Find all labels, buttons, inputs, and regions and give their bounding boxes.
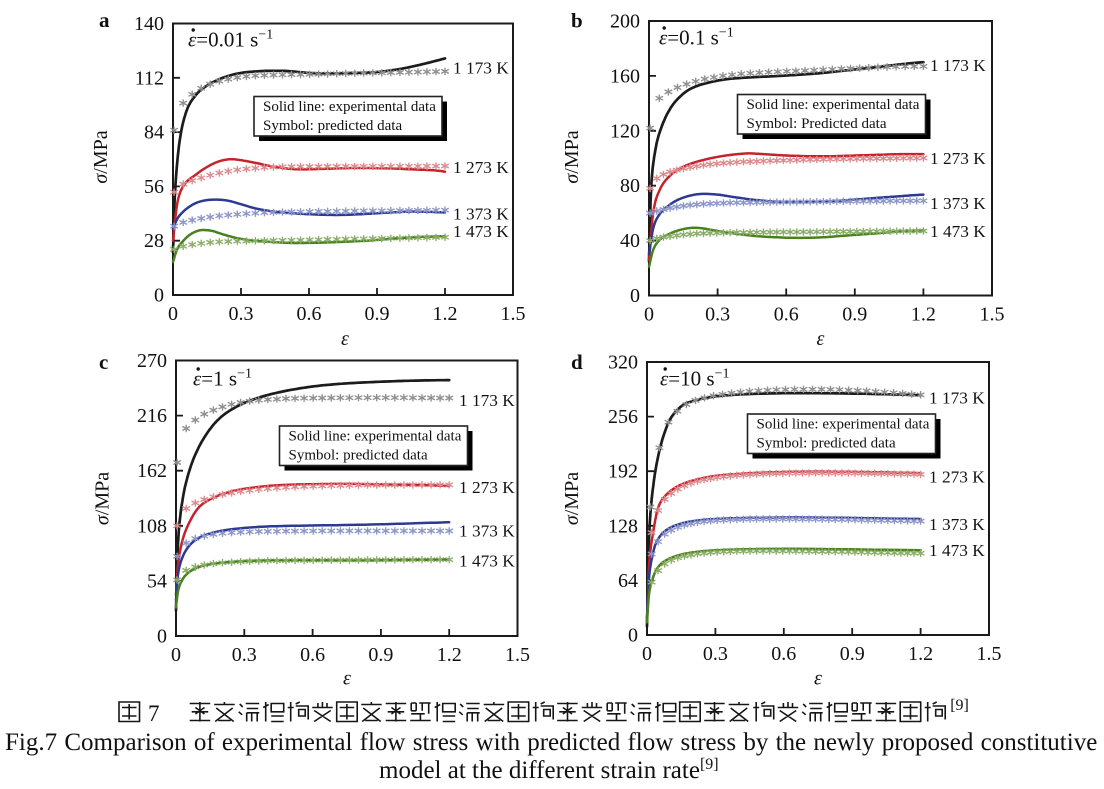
svg-text:84: 84: [144, 122, 164, 144]
svg-text:0: 0: [157, 626, 167, 648]
svg-text:0: 0: [642, 643, 652, 665]
svg-text:0.6: 0.6: [297, 303, 322, 325]
svg-text:1 173 K: 1 173 K: [453, 59, 509, 78]
svg-text:0.6: 0.6: [771, 643, 796, 665]
svg-text:0: 0: [154, 285, 164, 307]
svg-text:1 373 K: 1 373 K: [930, 194, 986, 213]
svg-text:ε=10 s−1: ε=10 s−1: [660, 367, 729, 391]
svg-text:0.9: 0.9: [842, 304, 867, 326]
svg-text:1.2: 1.2: [433, 303, 458, 325]
svg-text:160: 160: [610, 65, 640, 87]
svg-text:0: 0: [171, 644, 181, 666]
svg-text:64: 64: [618, 570, 638, 592]
svg-text:7: 7: [148, 701, 160, 726]
svg-text:0.6: 0.6: [774, 304, 799, 326]
svg-text:1 273 K: 1 273 K: [929, 468, 985, 487]
svg-text:ε=0.1 s−1: ε=0.1 s−1: [659, 26, 734, 50]
svg-text:1 373 K: 1 373 K: [459, 521, 515, 540]
svg-text:ε: ε: [341, 328, 349, 350]
svg-text:0.9: 0.9: [840, 643, 865, 665]
svg-text:1 473 K: 1 473 K: [453, 222, 509, 241]
svg-text:ε=1 s−1: ε=1 s−1: [193, 367, 252, 391]
svg-text:1.2: 1.2: [908, 643, 933, 665]
svg-text:162: 162: [137, 460, 167, 482]
svg-text:1 373 K: 1 373 K: [929, 515, 985, 534]
svg-text:28: 28: [144, 230, 164, 252]
svg-text:b: b: [571, 9, 583, 33]
svg-text:1 173 K: 1 173 K: [930, 56, 986, 75]
svg-text:1 473 K: 1 473 K: [459, 552, 515, 571]
svg-text:0: 0: [168, 303, 178, 325]
svg-text:0: 0: [644, 304, 654, 326]
svg-text:ε: ε: [814, 668, 822, 690]
svg-text:0.6: 0.6: [300, 644, 325, 666]
svg-text:0.9: 0.9: [368, 644, 393, 666]
svg-text:0: 0: [630, 285, 640, 307]
svg-text:140: 140: [134, 13, 164, 35]
svg-text:1 473 K: 1 473 K: [929, 541, 985, 560]
svg-text:σ/MPa: σ/MPa: [561, 472, 583, 525]
svg-text:0.3: 0.3: [229, 303, 254, 325]
svg-text:ε: ε: [817, 328, 825, 350]
svg-text:1.2: 1.2: [437, 644, 462, 666]
svg-text:270: 270: [137, 350, 167, 372]
svg-text:108: 108: [137, 515, 167, 537]
svg-text:d: d: [571, 350, 583, 374]
svg-text:80: 80: [620, 175, 640, 197]
svg-text:1 173 K: 1 173 K: [929, 389, 985, 408]
svg-text:ε: ε: [343, 668, 351, 690]
svg-text:1.5: 1.5: [977, 643, 1002, 665]
svg-text:1.5: 1.5: [501, 303, 526, 325]
svg-text:Solid line: experimental data: Solid line: experimental data: [747, 97, 920, 113]
svg-text:54: 54: [147, 570, 167, 592]
svg-text:192: 192: [608, 461, 638, 483]
svg-text:Fig.7 Comparison of experiment: Fig.7 Comparison of experimental flow st…: [5, 729, 1097, 756]
svg-text:Solid line: experimental data: Solid line: experimental data: [289, 429, 462, 445]
svg-text:0.3: 0.3: [703, 643, 728, 665]
svg-text:Solid line: experimental data: Solid line: experimental data: [263, 99, 436, 115]
svg-text:σ/MPa: σ/MPa: [92, 472, 114, 525]
svg-text:120: 120: [610, 120, 640, 142]
svg-text:σ/MPa: σ/MPa: [561, 130, 583, 183]
svg-text:1 173 K: 1 173 K: [459, 391, 515, 410]
svg-text:ε=0.01 s−1: ε=0.01 s−1: [188, 28, 273, 52]
svg-text:Symbol: predicted data: Symbol: predicted data: [263, 118, 402, 134]
svg-text:0.9: 0.9: [365, 303, 390, 325]
svg-text:256: 256: [608, 406, 638, 428]
svg-text:[9]: [9]: [950, 697, 969, 714]
svg-text:128: 128: [608, 515, 638, 537]
svg-text:200: 200: [610, 11, 640, 33]
svg-text:σ/MPa: σ/MPa: [90, 130, 112, 183]
svg-text:Symbol: predicted data: Symbol: predicted data: [757, 436, 896, 452]
svg-text:c: c: [99, 350, 108, 374]
svg-text:40: 40: [620, 230, 640, 252]
svg-text:Solid line: experimental data: Solid line: experimental data: [757, 417, 930, 433]
svg-text:112: 112: [135, 67, 164, 89]
svg-text:model at the different strain: model at the different strain rate[9]: [379, 756, 719, 784]
svg-text:1 273 K: 1 273 K: [459, 478, 515, 497]
svg-text:1.2: 1.2: [911, 304, 936, 326]
svg-text:1.5: 1.5: [505, 644, 530, 666]
svg-text:216: 216: [137, 405, 167, 427]
svg-text:1 273 K: 1 273 K: [453, 158, 509, 177]
svg-text:1 273 K: 1 273 K: [930, 149, 986, 168]
svg-text:320: 320: [608, 352, 638, 374]
svg-text:1 373 K: 1 373 K: [453, 205, 509, 224]
svg-text:1 473 K: 1 473 K: [930, 222, 986, 241]
svg-text:0.3: 0.3: [705, 304, 730, 326]
svg-text:0.3: 0.3: [232, 644, 257, 666]
svg-text:0: 0: [628, 625, 638, 647]
svg-text:Symbol: Predicted data: Symbol: Predicted data: [747, 116, 887, 132]
svg-text:56: 56: [144, 176, 164, 198]
svg-text:Symbol: predicted data: Symbol: predicted data: [289, 448, 428, 464]
svg-text:a: a: [99, 8, 110, 32]
svg-text:1.5: 1.5: [980, 304, 1005, 326]
